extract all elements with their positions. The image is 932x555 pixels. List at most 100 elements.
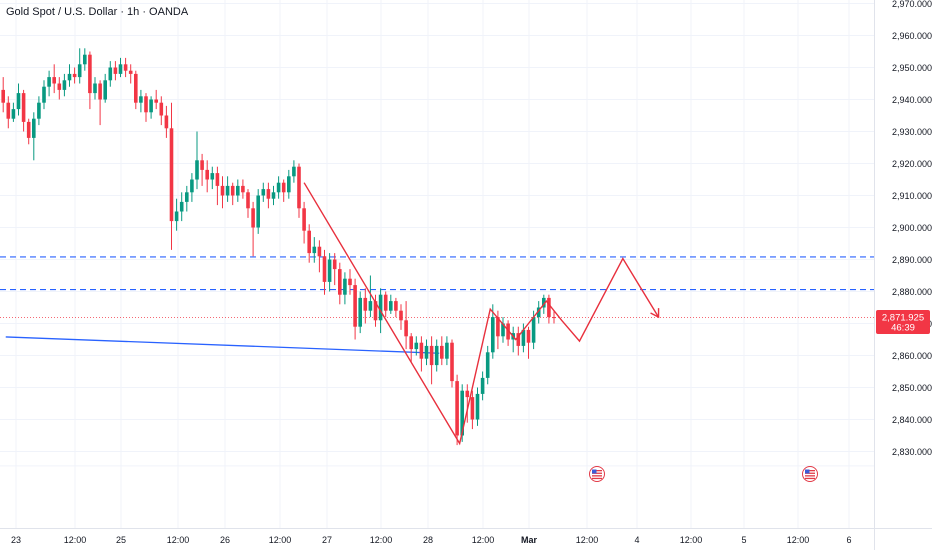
flag-stripe bbox=[592, 470, 602, 472]
candle-body bbox=[276, 182, 281, 193]
projection-path[interactable] bbox=[303, 182, 660, 446]
candle bbox=[440, 336, 444, 366]
flag-stripe bbox=[592, 475, 602, 477]
time-tick-label: 12:00 bbox=[167, 535, 190, 545]
candle-body bbox=[419, 342, 424, 359]
candle bbox=[52, 64, 56, 94]
level-lines[interactable] bbox=[0, 256, 874, 354]
candle-body bbox=[281, 182, 286, 193]
candle-body bbox=[271, 192, 276, 199]
candle-body bbox=[394, 301, 398, 311]
candle bbox=[26, 118, 31, 145]
candle bbox=[103, 73, 107, 103]
candle bbox=[1, 77, 5, 113]
candle-body bbox=[531, 317, 536, 343]
candle-body bbox=[42, 86, 46, 103]
candle-body bbox=[317, 246, 322, 257]
candle bbox=[215, 166, 220, 206]
candle bbox=[37, 96, 41, 126]
projection-drawing[interactable] bbox=[303, 182, 660, 446]
candle-body bbox=[57, 83, 62, 90]
candle bbox=[98, 80, 102, 126]
candle bbox=[338, 262, 342, 305]
price-tick-label: 2,840.000 bbox=[892, 415, 932, 425]
candle-body bbox=[1, 89, 5, 103]
candle-body bbox=[77, 64, 82, 78]
candle-body bbox=[536, 307, 541, 318]
candle-body bbox=[501, 323, 505, 337]
candle-body bbox=[16, 93, 21, 110]
candle-body bbox=[480, 377, 485, 394]
candle-body bbox=[266, 189, 271, 199]
candle-body bbox=[220, 185, 225, 196]
event-flags[interactable] bbox=[589, 466, 818, 482]
flag-ring bbox=[589, 466, 605, 482]
candle-body bbox=[144, 96, 148, 113]
candle-body bbox=[72, 73, 77, 78]
candle bbox=[174, 198, 179, 231]
time-tick-label: 4 bbox=[634, 535, 639, 545]
us-flag-icon[interactable] bbox=[802, 466, 818, 482]
candle bbox=[312, 237, 317, 263]
candle bbox=[113, 61, 118, 81]
time-tick-label: 28 bbox=[423, 535, 433, 545]
candle-body bbox=[134, 73, 138, 103]
candle-body bbox=[251, 208, 255, 228]
time-tick-label: Mar bbox=[521, 535, 538, 545]
candle bbox=[72, 67, 77, 84]
candle bbox=[271, 185, 276, 206]
candle bbox=[480, 371, 485, 401]
flag-stripe bbox=[805, 470, 815, 472]
price-tick-label: 2,880.000 bbox=[892, 287, 932, 297]
candle bbox=[108, 61, 113, 87]
candle bbox=[16, 83, 21, 116]
candle-body bbox=[185, 192, 189, 202]
candle-body bbox=[236, 185, 240, 196]
candle bbox=[491, 304, 495, 359]
candle-body bbox=[322, 256, 327, 282]
price-tick-label: 2,860.000 bbox=[892, 351, 932, 361]
candle-body bbox=[230, 185, 235, 196]
time-tick-label: 12:00 bbox=[680, 535, 703, 545]
candle-body bbox=[261, 189, 266, 196]
candle-body bbox=[139, 96, 143, 103]
candle bbox=[190, 173, 194, 202]
candle-body bbox=[297, 166, 301, 209]
trend-line[interactable] bbox=[5, 336, 440, 354]
price-tick-label: 2,890.000 bbox=[892, 255, 932, 265]
candle bbox=[506, 320, 510, 346]
candle-body bbox=[547, 297, 551, 318]
candle bbox=[373, 294, 378, 327]
candle bbox=[93, 77, 97, 100]
us-flag-icon[interactable] bbox=[589, 466, 605, 482]
candle bbox=[358, 291, 362, 334]
candle-body bbox=[215, 173, 220, 186]
candle bbox=[297, 163, 301, 218]
candle-body bbox=[363, 297, 368, 311]
candle bbox=[368, 275, 373, 318]
candle bbox=[511, 326, 515, 353]
current-price-tag: 2,871.925 46:39 bbox=[876, 310, 930, 334]
candle bbox=[246, 189, 250, 218]
candle-body bbox=[348, 278, 352, 286]
price-tick-label: 2,970.000 bbox=[892, 0, 932, 9]
candle-body bbox=[67, 73, 72, 81]
candle bbox=[195, 131, 199, 190]
candle bbox=[419, 336, 424, 372]
candle bbox=[205, 160, 209, 193]
candle bbox=[302, 201, 306, 244]
candle bbox=[363, 288, 368, 324]
candle bbox=[88, 51, 92, 110]
candle bbox=[536, 301, 541, 324]
candle bbox=[210, 166, 215, 190]
candle-body bbox=[292, 166, 296, 177]
candle bbox=[169, 102, 174, 250]
candle-body bbox=[389, 301, 393, 311]
candle bbox=[47, 70, 51, 97]
candle-body bbox=[327, 259, 332, 282]
candle bbox=[256, 189, 260, 234]
price-tag-value: 2,871.925 bbox=[882, 313, 924, 324]
candle bbox=[123, 57, 128, 78]
